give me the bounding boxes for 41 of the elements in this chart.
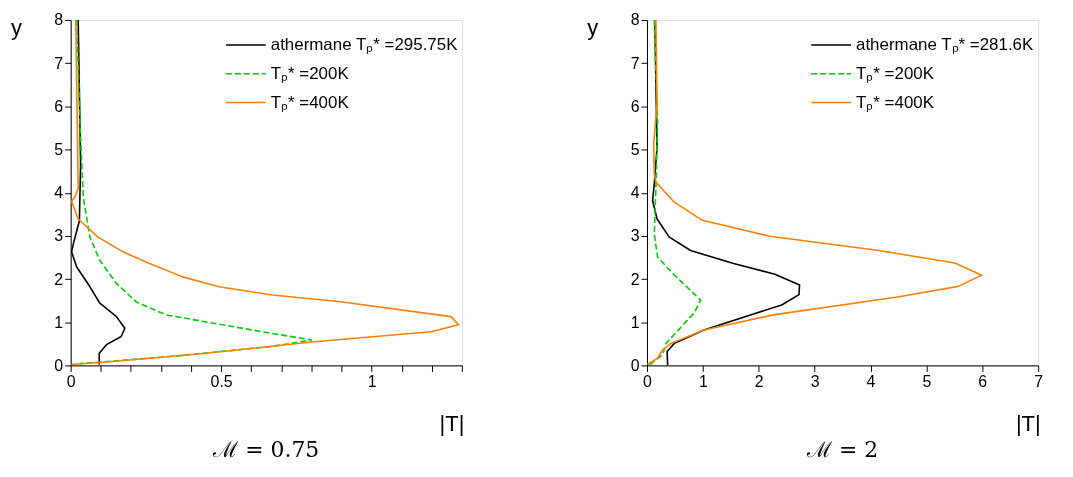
y-tick-label: 8 — [54, 11, 64, 29]
y-tick-label: 2 — [54, 270, 64, 288]
x-tick-label: 6 — [978, 372, 988, 390]
x-tick-label: 5 — [922, 372, 932, 390]
y-tick-label: 4 — [630, 184, 640, 202]
legend-label: Tₚ* =200K — [856, 63, 935, 84]
y-tick-label: 2 — [630, 270, 640, 288]
y-tick-label: 7 — [630, 54, 640, 72]
text: ℳ = 2 — [806, 436, 879, 462]
x-tick-label: 0.5 — [210, 372, 233, 390]
x-tick-label: 0 — [643, 372, 653, 390]
y-tick-label: 3 — [54, 227, 64, 245]
x-tick-label: 4 — [866, 372, 876, 390]
y-tick-label: 3 — [630, 227, 640, 245]
y-tick-label: 1 — [630, 313, 640, 331]
x-tick-label: 3 — [810, 372, 820, 390]
y-axis-title: y — [10, 15, 22, 41]
x-axis-title: |T| — [1015, 410, 1041, 436]
legend-label: Tₚ* =200K — [270, 63, 350, 84]
legend-label: Tₚ* =400K — [856, 92, 935, 113]
y-tick-label: 5 — [630, 140, 640, 158]
legend-label: Tₚ* =400K — [270, 92, 350, 113]
x-tick-label: 0 — [66, 372, 76, 390]
y-tick-label: 5 — [54, 140, 64, 158]
x-tick-label: 1 — [367, 372, 377, 390]
y-axis-title: y — [587, 15, 599, 41]
legend-label: athermane Tₚ* =295.75K — [270, 34, 459, 55]
x-tick-label: 1 — [698, 372, 708, 390]
y-tick-label: 8 — [630, 11, 640, 29]
y-tick-label: 0 — [54, 356, 64, 374]
y-tick-label: 7 — [54, 54, 64, 72]
y-tick-label: 6 — [54, 97, 64, 115]
x-tick-label: 7 — [1034, 372, 1044, 390]
x-axis-title: |T| — [439, 410, 465, 436]
y-tick-label: 4 — [54, 184, 64, 202]
y-tick-label: 6 — [630, 97, 640, 115]
text: ℳ = 0.75 — [212, 436, 320, 462]
y-tick-label: 1 — [54, 313, 64, 331]
x-tick-label: 2 — [754, 372, 764, 390]
legend-label: athermane Tₚ* =281.6K — [856, 34, 1035, 55]
y-tick-label: 0 — [630, 356, 640, 374]
